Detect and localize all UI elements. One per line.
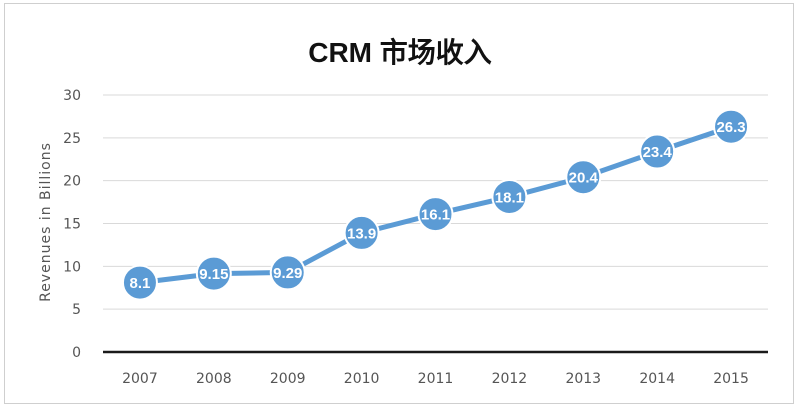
data-label: 23.4 <box>643 144 673 161</box>
x-tick-label: 2009 <box>270 371 306 387</box>
chart-title: CRM 市场收入 <box>308 36 492 68</box>
data-point <box>269 254 306 291</box>
y-tick-label: 10 <box>63 259 81 275</box>
data-label: 20.4 <box>569 170 599 187</box>
x-tick-label: 2007 <box>122 371 158 387</box>
data-point <box>491 178 528 215</box>
data-point <box>713 108 750 145</box>
data-label: 9.29 <box>273 265 302 282</box>
data-label: 16.1 <box>421 207 450 224</box>
y-tick-label: 15 <box>63 217 81 233</box>
y-axis-label: Revenues in Billions <box>38 142 54 302</box>
chart-frame <box>4 3 794 404</box>
data-point <box>417 196 454 233</box>
x-tick-label: 2013 <box>565 371 601 387</box>
data-label: 8.1 <box>130 275 151 292</box>
x-tick-label: 2011 <box>418 371 454 387</box>
data-label: 18.1 <box>495 189 524 206</box>
y-tick-label: 0 <box>72 345 81 361</box>
y-tick-label: 20 <box>63 174 81 190</box>
x-tick-label: 2014 <box>639 371 675 387</box>
axes: 0 5 10 15 20 25 30 2007 2008 2009 2010 2011 2012 2013… <box>63 88 768 387</box>
x-tick-label: 2015 <box>713 371 749 387</box>
x-tick-label: 2010 <box>344 371 380 387</box>
data-point <box>565 159 602 196</box>
y-tick-label: 25 <box>63 131 81 147</box>
data-point <box>195 255 232 292</box>
data-label: 13.9 <box>347 225 376 242</box>
y-tick-label: 30 <box>63 88 81 104</box>
data-label: 26.3 <box>716 119 745 136</box>
x-tick-label: 2012 <box>492 371 528 387</box>
y-tick-label: 5 <box>72 302 81 318</box>
data-point <box>343 214 380 251</box>
data-point <box>121 264 158 301</box>
x-tick-label: 2008 <box>196 371 232 387</box>
data-point <box>639 133 676 170</box>
data-label: 9.15 <box>199 266 228 283</box>
series-layer: 8.1 9.15 9.29 13.9 16.1 18.1 20.4 23.4 26.3 <box>121 108 750 301</box>
